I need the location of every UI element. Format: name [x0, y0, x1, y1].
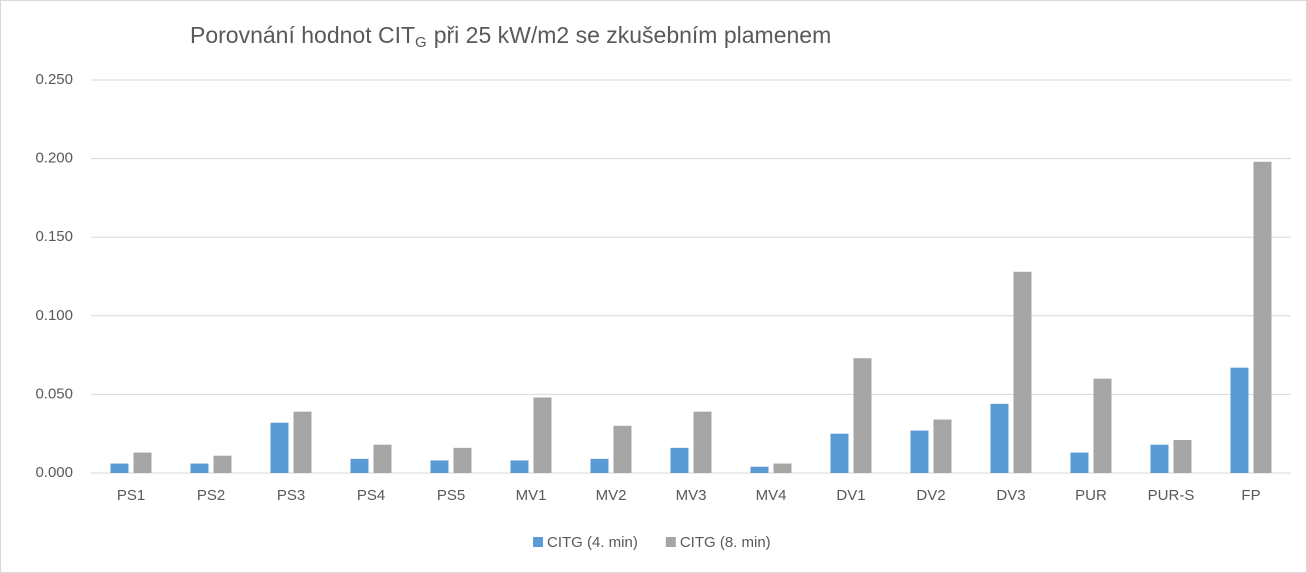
bar — [430, 460, 449, 473]
x-tick-label: DV1 — [836, 487, 865, 504]
bar — [1150, 444, 1169, 473]
bar — [670, 447, 689, 473]
bar — [933, 419, 952, 473]
title-subscript: G — [415, 34, 427, 51]
bar — [853, 358, 872, 473]
bar — [270, 422, 289, 473]
y-tick-label: 0.050 — [35, 385, 73, 402]
x-tick-label: PUR — [1075, 487, 1107, 504]
x-tick-label: PS3 — [277, 487, 305, 504]
x-tick-label: MV1 — [516, 487, 547, 504]
bar — [453, 447, 472, 473]
bar — [990, 403, 1009, 473]
bar — [1230, 367, 1249, 473]
x-tick-label: MV2 — [596, 487, 627, 504]
title-rest: při 25 kW/m2 se zkušebním plamenem — [434, 22, 832, 48]
x-tick-label: DV3 — [996, 487, 1025, 504]
legend-swatch — [533, 537, 543, 547]
bar — [293, 411, 312, 473]
title-main: Porovnání hodnot CIT — [190, 22, 415, 48]
y-tick-label: 0.100 — [35, 307, 73, 324]
bar — [1070, 452, 1089, 473]
x-tick-label: PS4 — [357, 487, 385, 504]
y-tick-label: 0.200 — [35, 150, 73, 167]
y-tick-label: 0.250 — [35, 71, 73, 88]
bar — [350, 458, 369, 473]
bar — [133, 452, 152, 473]
bar — [1253, 161, 1272, 473]
x-tick-label: PUR-S — [1148, 487, 1195, 504]
x-tick-label: FP — [1241, 487, 1260, 504]
legend-label: CITG (4. min) — [547, 534, 638, 551]
bar — [190, 463, 209, 473]
legend-label: CITG (8. min) — [680, 534, 771, 551]
bar — [1093, 378, 1112, 473]
y-tick-label: 0.150 — [35, 228, 73, 245]
bar — [1173, 439, 1192, 473]
x-tick-label: MV3 — [676, 487, 707, 504]
bar — [693, 411, 712, 473]
bar — [1013, 271, 1032, 473]
bar — [750, 466, 769, 473]
x-tick-label: DV2 — [916, 487, 945, 504]
y-tick-label: 0.000 — [35, 464, 73, 481]
chart-title: Porovnání hodnot CITG při 25 kW/m2 se zku… — [190, 22, 831, 51]
x-tick-label: MV4 — [756, 487, 787, 504]
bar — [213, 455, 232, 473]
legend-swatch — [665, 537, 676, 547]
bar — [910, 430, 929, 473]
x-tick-label: PS5 — [437, 487, 465, 504]
bar — [773, 463, 792, 473]
bar — [613, 425, 632, 473]
bar — [510, 460, 529, 473]
bar — [373, 444, 392, 473]
bar — [590, 458, 609, 473]
bar — [533, 397, 552, 473]
x-tick-label: PS1 — [117, 487, 145, 504]
x-tick-label: PS2 — [197, 487, 225, 504]
bar — [110, 463, 129, 473]
bar — [830, 433, 849, 473]
